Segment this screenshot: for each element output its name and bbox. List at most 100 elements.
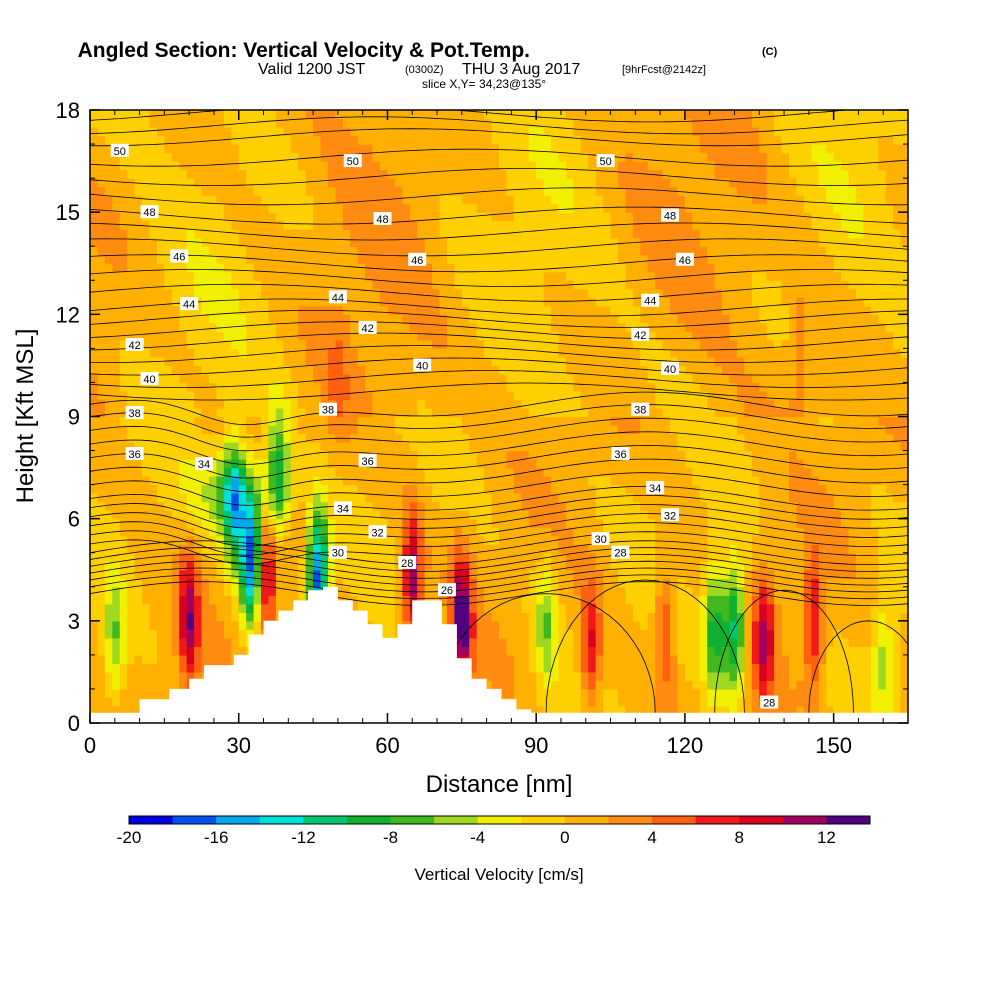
- velocity-cell: [454, 186, 463, 196]
- velocity-cell: [380, 561, 389, 571]
- velocity-cell: [372, 118, 381, 128]
- velocity-cell: [595, 518, 604, 528]
- velocity-cell: [119, 697, 128, 707]
- velocity-cell: [104, 663, 113, 673]
- velocity-cell: [305, 476, 314, 486]
- velocity-cell: [573, 586, 582, 596]
- velocity-cell: [246, 382, 255, 392]
- velocity-cell: [223, 220, 232, 230]
- velocity-cell: [394, 127, 403, 137]
- velocity-cell: [223, 246, 232, 256]
- velocity-cell: [543, 305, 552, 315]
- velocity-cell: [528, 348, 537, 358]
- velocity-cell: [506, 586, 515, 596]
- velocity-cell: [350, 110, 359, 120]
- velocity-cell: [112, 442, 121, 452]
- velocity-cell: [513, 331, 522, 341]
- velocity-cell: [476, 390, 485, 401]
- velocity-cell: [97, 339, 106, 349]
- velocity-cell: [342, 578, 351, 588]
- velocity-cell: [595, 407, 604, 418]
- velocity-cell: [238, 271, 247, 281]
- velocity-cell: [432, 501, 441, 511]
- velocity-cell: [342, 110, 351, 120]
- velocity-cell: [372, 518, 381, 528]
- velocity-cell: [320, 263, 329, 273]
- velocity-cell: [186, 425, 195, 435]
- velocity-cell: [201, 586, 210, 596]
- velocity-cell: [156, 586, 165, 596]
- velocity-cell: [513, 569, 522, 579]
- velocity-cell: [499, 663, 508, 673]
- velocity-cell: [298, 390, 307, 401]
- velocity-cell: [208, 220, 218, 230]
- velocity-cell: [216, 127, 225, 137]
- velocity-cell: [156, 348, 165, 358]
- velocity-cell: [513, 356, 522, 367]
- velocity-cell: [394, 425, 403, 435]
- velocity-cell: [261, 186, 270, 196]
- velocity-cell: [402, 382, 411, 392]
- velocity-cell: [261, 578, 270, 588]
- velocity-cell: [491, 493, 500, 503]
- velocity-cell: [127, 518, 136, 528]
- velocity-cell: [313, 518, 322, 528]
- velocity-cell: [238, 220, 247, 230]
- velocity-cell: [127, 586, 136, 596]
- velocity-cell: [142, 569, 151, 579]
- velocity-cell: [588, 705, 597, 716]
- velocity-cell: [558, 654, 567, 664]
- velocity-cell: [238, 152, 247, 162]
- velocity-cell: [335, 442, 344, 452]
- velocity-cell: [298, 373, 307, 384]
- velocity-cell: [543, 263, 552, 273]
- velocity-cell: [595, 671, 604, 682]
- velocity-cell: [283, 390, 292, 401]
- velocity-cell: [298, 348, 307, 358]
- velocity-cell: [97, 382, 106, 392]
- velocity-cell: [186, 322, 195, 332]
- velocity-cell: [335, 118, 344, 128]
- velocity-cell: [104, 161, 113, 171]
- velocity-cell: [194, 416, 203, 426]
- velocity-cell: [253, 356, 262, 367]
- velocity-cell: [156, 365, 165, 375]
- velocity-cell: [90, 510, 99, 520]
- velocity-cell: [543, 671, 552, 682]
- velocity-cell: [402, 297, 411, 307]
- velocity-cell: [394, 263, 403, 273]
- velocity-cell: [231, 305, 240, 315]
- velocity-cell: [543, 365, 552, 375]
- velocity-cell: [551, 195, 560, 205]
- velocity-cell: [342, 595, 351, 605]
- velocity-cell: [499, 246, 508, 256]
- velocity-cell: [320, 373, 329, 384]
- velocity-cell: [588, 467, 597, 477]
- velocity-cell: [528, 620, 537, 630]
- velocity-cell: [223, 637, 232, 647]
- velocity-cell: [506, 680, 515, 690]
- velocity-cell: [424, 467, 433, 477]
- velocity-cell: [409, 425, 418, 435]
- velocity-cell: [350, 578, 359, 588]
- velocity-cell: [595, 629, 604, 639]
- velocity-cell: [313, 110, 322, 120]
- velocity-cell: [253, 161, 262, 171]
- velocity-cell: [208, 450, 218, 460]
- velocity-cell: [171, 322, 180, 332]
- velocity-cell: [528, 442, 537, 452]
- velocity-cell: [543, 476, 552, 486]
- velocity-cell: [424, 535, 433, 545]
- velocity-cell: [134, 663, 143, 673]
- velocity-cell: [499, 144, 508, 154]
- velocity-cell: [90, 118, 99, 128]
- velocity-cell: [409, 144, 418, 154]
- velocity-cell: [164, 203, 173, 213]
- velocity-cell: [298, 484, 307, 494]
- velocity-cell: [551, 586, 560, 596]
- velocity-cell: [112, 552, 121, 562]
- velocity-cell: [506, 161, 515, 171]
- velocity-cell: [238, 305, 247, 315]
- velocity-cell: [313, 356, 322, 367]
- velocity-cell: [104, 280, 113, 290]
